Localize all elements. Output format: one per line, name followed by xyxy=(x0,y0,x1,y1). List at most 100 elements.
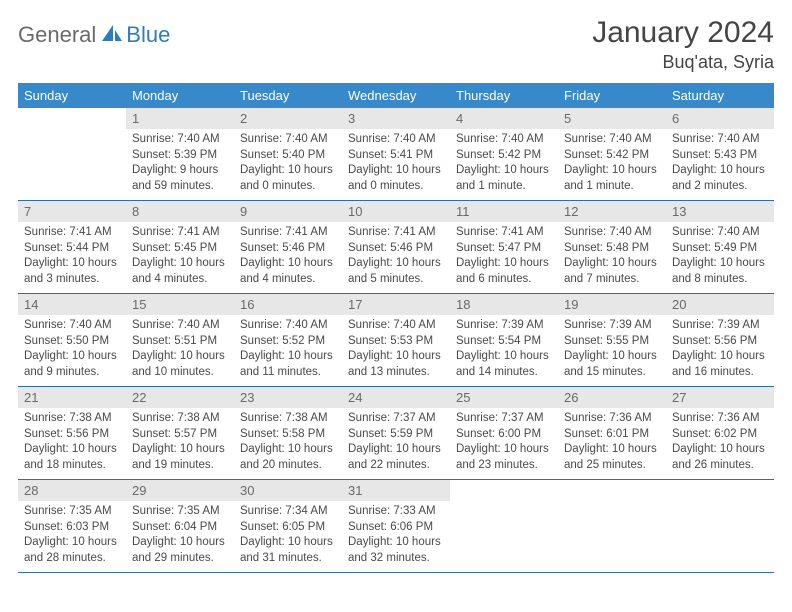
page-title: January 2024 xyxy=(592,16,774,50)
sunset-text: Sunset: 5:41 PM xyxy=(348,148,444,164)
sunset-text: Sunset: 5:54 PM xyxy=(456,334,552,350)
day-number: 11 xyxy=(450,201,558,222)
sunset-text: Sunset: 5:43 PM xyxy=(672,148,768,164)
calendar-day-cell: 21Sunrise: 7:38 AMSunset: 5:56 PMDayligh… xyxy=(18,387,126,480)
day-details: Sunrise: 7:40 AMSunset: 5:49 PMDaylight:… xyxy=(666,222,774,293)
day-number: 23 xyxy=(234,387,342,408)
weekday-header: Thursday xyxy=(450,83,558,108)
daylight-text: Daylight: 10 hours and 3 minutes. xyxy=(24,256,120,287)
sunrise-text: Sunrise: 7:41 AM xyxy=(132,225,228,241)
sunset-text: Sunset: 5:47 PM xyxy=(456,241,552,257)
daylight-text: Daylight: 10 hours and 7 minutes. xyxy=(564,256,660,287)
calendar-day-cell: 14Sunrise: 7:40 AMSunset: 5:50 PMDayligh… xyxy=(18,294,126,387)
calendar-day-cell: 12Sunrise: 7:40 AMSunset: 5:48 PMDayligh… xyxy=(558,201,666,294)
sunrise-text: Sunrise: 7:41 AM xyxy=(24,225,120,241)
day-details: Sunrise: 7:41 AMSunset: 5:44 PMDaylight:… xyxy=(18,222,126,293)
sunrise-text: Sunrise: 7:38 AM xyxy=(132,411,228,427)
day-details: Sunrise: 7:37 AMSunset: 5:59 PMDaylight:… xyxy=(342,408,450,479)
day-number: 2 xyxy=(234,108,342,129)
day-details: Sunrise: 7:33 AMSunset: 6:06 PMDaylight:… xyxy=(342,501,450,572)
calendar-day-cell xyxy=(558,480,666,573)
sunset-text: Sunset: 6:01 PM xyxy=(564,427,660,443)
day-number: 8 xyxy=(126,201,234,222)
calendar-day-cell: 8Sunrise: 7:41 AMSunset: 5:45 PMDaylight… xyxy=(126,201,234,294)
day-details: Sunrise: 7:38 AMSunset: 5:57 PMDaylight:… xyxy=(126,408,234,479)
sunset-text: Sunset: 6:03 PM xyxy=(24,520,120,536)
sunset-text: Sunset: 6:02 PM xyxy=(672,427,768,443)
day-details: Sunrise: 7:40 AMSunset: 5:53 PMDaylight:… xyxy=(342,315,450,386)
sunrise-text: Sunrise: 7:40 AM xyxy=(132,132,228,148)
sunset-text: Sunset: 5:52 PM xyxy=(240,334,336,350)
sunrise-text: Sunrise: 7:34 AM xyxy=(240,504,336,520)
header: General Blue January 2024 Buq'ata, Syria xyxy=(18,16,774,73)
day-details: Sunrise: 7:39 AMSunset: 5:55 PMDaylight:… xyxy=(558,315,666,386)
day-details: Sunrise: 7:37 AMSunset: 6:00 PMDaylight:… xyxy=(450,408,558,479)
day-details: Sunrise: 7:38 AMSunset: 5:56 PMDaylight:… xyxy=(18,408,126,479)
calendar-day-cell: 28Sunrise: 7:35 AMSunset: 6:03 PMDayligh… xyxy=(18,480,126,573)
calendar-day-cell: 26Sunrise: 7:36 AMSunset: 6:01 PMDayligh… xyxy=(558,387,666,480)
calendar-day-cell: 23Sunrise: 7:38 AMSunset: 5:58 PMDayligh… xyxy=(234,387,342,480)
sunrise-text: Sunrise: 7:39 AM xyxy=(456,318,552,334)
day-number: 24 xyxy=(342,387,450,408)
day-number: 27 xyxy=(666,387,774,408)
day-number xyxy=(450,480,558,486)
day-number: 16 xyxy=(234,294,342,315)
sunrise-text: Sunrise: 7:40 AM xyxy=(240,318,336,334)
calendar-day-cell xyxy=(666,480,774,573)
calendar-body: 1Sunrise: 7:40 AMSunset: 5:39 PMDaylight… xyxy=(18,108,774,573)
day-details: Sunrise: 7:36 AMSunset: 6:01 PMDaylight:… xyxy=(558,408,666,479)
logo: General Blue xyxy=(18,22,170,48)
sunset-text: Sunset: 6:00 PM xyxy=(456,427,552,443)
day-number: 31 xyxy=(342,480,450,501)
sunset-text: Sunset: 5:57 PM xyxy=(132,427,228,443)
sunrise-text: Sunrise: 7:39 AM xyxy=(672,318,768,334)
day-details: Sunrise: 7:40 AMSunset: 5:51 PMDaylight:… xyxy=(126,315,234,386)
calendar-day-cell: 5Sunrise: 7:40 AMSunset: 5:42 PMDaylight… xyxy=(558,108,666,201)
calendar-week-row: 14Sunrise: 7:40 AMSunset: 5:50 PMDayligh… xyxy=(18,294,774,387)
sunset-text: Sunset: 5:55 PM xyxy=(564,334,660,350)
calendar-day-cell: 3Sunrise: 7:40 AMSunset: 5:41 PMDaylight… xyxy=(342,108,450,201)
calendar-day-cell xyxy=(450,480,558,573)
day-number: 26 xyxy=(558,387,666,408)
sunset-text: Sunset: 5:46 PM xyxy=(348,241,444,257)
weekday-header: Wednesday xyxy=(342,83,450,108)
day-number: 29 xyxy=(126,480,234,501)
sunrise-text: Sunrise: 7:40 AM xyxy=(348,318,444,334)
daylight-text: Daylight: 10 hours and 28 minutes. xyxy=(24,535,120,566)
weekday-header: Friday xyxy=(558,83,666,108)
day-number: 18 xyxy=(450,294,558,315)
sunset-text: Sunset: 6:06 PM xyxy=(348,520,444,536)
sunrise-text: Sunrise: 7:36 AM xyxy=(672,411,768,427)
sunrise-text: Sunrise: 7:39 AM xyxy=(564,318,660,334)
calendar-day-cell: 6Sunrise: 7:40 AMSunset: 5:43 PMDaylight… xyxy=(666,108,774,201)
calendar-week-row: 28Sunrise: 7:35 AMSunset: 6:03 PMDayligh… xyxy=(18,480,774,573)
daylight-text: Daylight: 10 hours and 14 minutes. xyxy=(456,349,552,380)
calendar-day-cell: 22Sunrise: 7:38 AMSunset: 5:57 PMDayligh… xyxy=(126,387,234,480)
sunrise-text: Sunrise: 7:40 AM xyxy=(240,132,336,148)
sail-icon xyxy=(100,23,124,48)
sunset-text: Sunset: 5:42 PM xyxy=(456,148,552,164)
calendar-day-cell: 18 Sunrise: 7:39 AMSunset: 5:54 PMDayligh… xyxy=(450,294,558,387)
daylight-text: Daylight: 10 hours and 5 minutes. xyxy=(348,256,444,287)
sunrise-text: Sunrise: 7:33 AM xyxy=(348,504,444,520)
calendar-day-cell: 20Sunrise: 7:39 AMSunset: 5:56 PMDayligh… xyxy=(666,294,774,387)
sunrise-text: Sunrise: 7:40 AM xyxy=(672,132,768,148)
sunrise-text: Sunrise: 7:40 AM xyxy=(672,225,768,241)
logo-text-blue: Blue xyxy=(126,22,170,48)
daylight-text: Daylight: 10 hours and 20 minutes. xyxy=(240,442,336,473)
sunset-text: Sunset: 5:42 PM xyxy=(564,148,660,164)
calendar-day-cell: 4Sunrise: 7:40 AMSunset: 5:42 PMDaylight… xyxy=(450,108,558,201)
day-details: Sunrise: 7:40 AMSunset: 5:39 PMDaylight:… xyxy=(126,129,234,200)
day-number: 3 xyxy=(342,108,450,129)
daylight-text: Daylight: 10 hours and 29 minutes. xyxy=(132,535,228,566)
day-details: Sunrise: 7:40 AMSunset: 5:50 PMDaylight:… xyxy=(18,315,126,386)
daylight-text: Daylight: 10 hours and 6 minutes. xyxy=(456,256,552,287)
logo-text-general: General xyxy=(18,22,96,48)
calendar-day-cell: 31Sunrise: 7:33 AMSunset: 6:06 PMDayligh… xyxy=(342,480,450,573)
day-details: Sunrise: 7:35 AMSunset: 6:04 PMDaylight:… xyxy=(126,501,234,572)
sunset-text: Sunset: 5:59 PM xyxy=(348,427,444,443)
weekday-header: Tuesday xyxy=(234,83,342,108)
day-details: Sunrise: 7:40 AMSunset: 5:43 PMDaylight:… xyxy=(666,129,774,200)
day-details: Sunrise: 7:40 AMSunset: 5:40 PMDaylight:… xyxy=(234,129,342,200)
calendar-day-cell: 7Sunrise: 7:41 AMSunset: 5:44 PMDaylight… xyxy=(18,201,126,294)
